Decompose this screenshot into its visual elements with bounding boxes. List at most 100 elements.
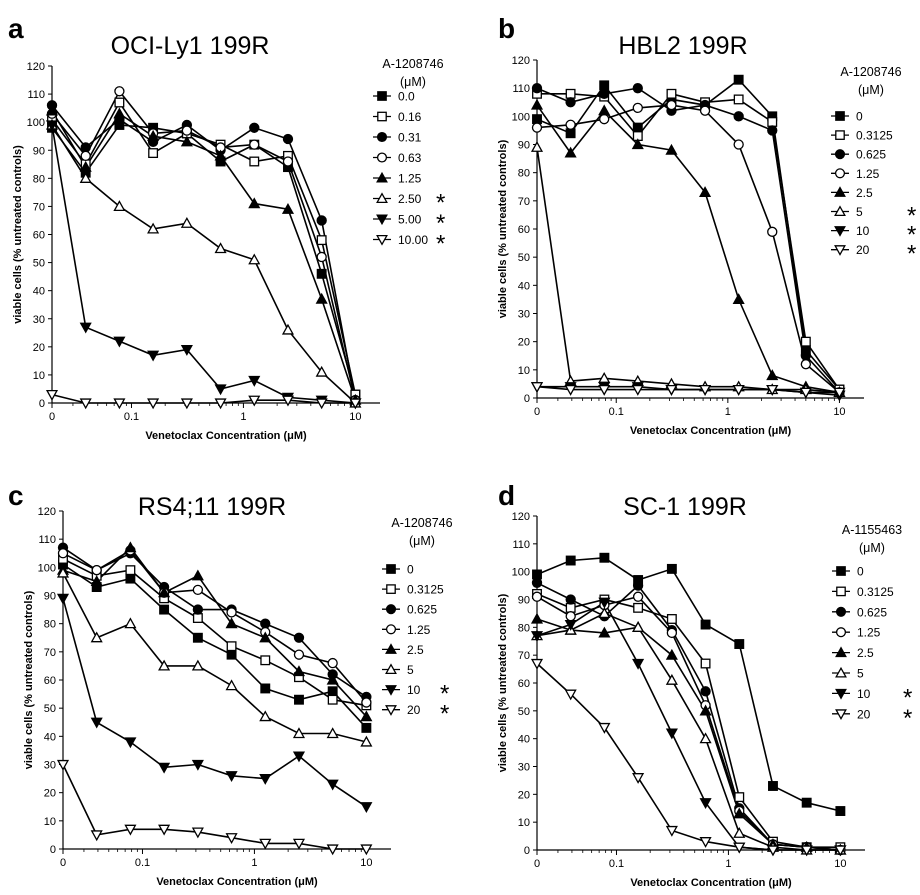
data-point xyxy=(147,222,160,234)
legend-label: 5 xyxy=(856,205,863,219)
data-point xyxy=(666,99,677,111)
data-point xyxy=(327,657,338,669)
legend-marker xyxy=(376,171,388,183)
y-axis-label: viable cells (% untreated controls) xyxy=(497,139,509,318)
data-point xyxy=(326,673,339,685)
legend-label: 5.00 xyxy=(398,213,422,227)
x-tick-label: 0 xyxy=(49,411,55,423)
series-line-2 xyxy=(62,546,367,698)
data-point xyxy=(326,727,339,739)
legend-label: 0 xyxy=(407,563,414,577)
series-line-1 xyxy=(536,593,841,849)
legend-label: 5 xyxy=(857,667,864,681)
data-point xyxy=(632,102,643,114)
data-point xyxy=(147,350,160,362)
legend-label: 1.25 xyxy=(407,623,431,637)
y-tick-label: 110 xyxy=(27,89,45,101)
data-point xyxy=(700,686,711,697)
data-point xyxy=(180,345,193,356)
y-tick-label: 20 xyxy=(44,788,56,800)
legend-marker xyxy=(385,685,397,696)
legend-marker xyxy=(376,234,388,246)
legend-marker xyxy=(835,130,845,140)
data-point xyxy=(632,773,645,784)
data-point xyxy=(45,120,59,132)
data-point xyxy=(80,142,91,153)
x-tick-label: 0.1 xyxy=(135,857,150,869)
y-tick-label: 50 xyxy=(518,252,530,264)
series-line-3 xyxy=(62,549,368,704)
data-point xyxy=(767,125,778,136)
data-point xyxy=(599,80,610,91)
data-point xyxy=(598,597,611,609)
legend-marker xyxy=(385,643,397,654)
series-line-2 xyxy=(536,582,841,851)
data-point xyxy=(632,621,645,632)
legend-title-unit: (μM) xyxy=(409,534,435,548)
legend-label: 2.50 xyxy=(398,192,422,206)
data-point xyxy=(159,604,170,615)
y-tick-label: 110 xyxy=(512,83,530,95)
data-point xyxy=(633,602,644,613)
y-tick-label: 0 xyxy=(524,845,530,857)
series-line-4 xyxy=(536,104,840,394)
data-point xyxy=(733,74,744,85)
y-tick-label: 70 xyxy=(33,201,45,213)
data-point xyxy=(114,86,125,97)
legend-marker xyxy=(835,646,847,658)
chart-title: OCI-Ly1 199R xyxy=(111,32,270,60)
y-tick-label: 100 xyxy=(512,111,530,123)
data-point xyxy=(191,759,204,771)
legend-label: 2.5 xyxy=(856,186,873,200)
data-point xyxy=(113,107,126,119)
data-point xyxy=(124,737,137,749)
legend-label: 0.16 xyxy=(398,110,422,124)
data-point xyxy=(114,97,125,108)
data-point xyxy=(225,617,238,629)
y-tick-label: 40 xyxy=(33,286,45,298)
y-tick-label: 60 xyxy=(518,678,530,690)
data-point xyxy=(565,97,576,108)
panel-letter: c xyxy=(8,480,24,511)
data-point xyxy=(124,541,137,553)
legend-label: 0.625 xyxy=(857,605,887,619)
legend-marker xyxy=(376,214,388,226)
y-tick-label: 30 xyxy=(44,760,56,772)
data-point xyxy=(665,728,678,740)
data-point xyxy=(214,149,227,161)
legend-label: 1.25 xyxy=(856,167,880,181)
data-point xyxy=(699,384,712,396)
data-point xyxy=(57,548,69,559)
legend-marker xyxy=(835,688,847,700)
data-point xyxy=(259,631,272,643)
legend-title-unit: (μM) xyxy=(859,541,885,555)
legend-marker xyxy=(835,627,847,638)
series-line-5 xyxy=(62,572,367,743)
legend-marker xyxy=(377,91,387,101)
data-point xyxy=(214,398,227,410)
data-point xyxy=(248,395,261,407)
chart-panel-c: c RS4;11 199R0102030405060708090100110120… xyxy=(8,480,453,888)
data-point xyxy=(281,395,295,407)
data-point xyxy=(699,105,711,116)
significance-asterisk: * xyxy=(436,190,445,217)
x-tick-label: 10 xyxy=(833,406,845,418)
series-line-6 xyxy=(62,598,367,808)
data-point xyxy=(530,141,544,152)
panel-letter: a xyxy=(8,13,24,44)
y-tick-label: 10 xyxy=(33,370,45,382)
data-point xyxy=(666,614,677,624)
data-point xyxy=(316,251,327,263)
data-point xyxy=(226,607,237,618)
series-line-7 xyxy=(51,393,356,404)
data-point xyxy=(113,336,126,348)
data-point xyxy=(734,639,745,649)
data-point xyxy=(531,577,543,588)
significance-asterisk: * xyxy=(436,210,445,237)
data-point xyxy=(665,648,678,660)
data-point xyxy=(248,197,261,209)
series-line-7 xyxy=(536,385,840,394)
significance-asterisk: * xyxy=(903,684,912,711)
data-point xyxy=(768,781,778,791)
data-point xyxy=(292,751,306,763)
